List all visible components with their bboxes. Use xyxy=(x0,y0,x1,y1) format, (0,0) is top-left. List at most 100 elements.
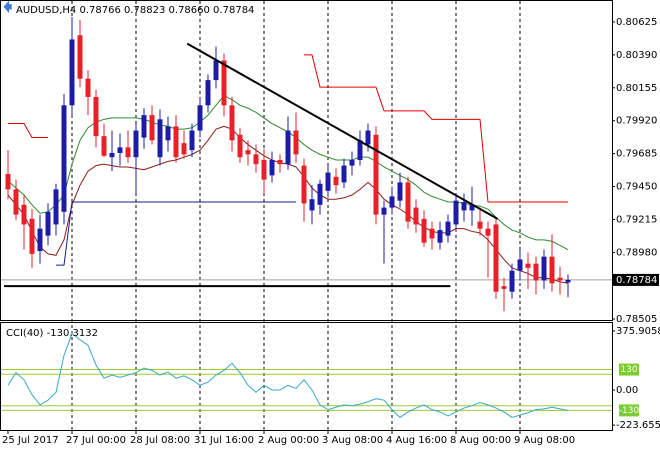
price-label-box xyxy=(613,273,659,286)
level-label: 130 xyxy=(620,365,637,375)
candle-body xyxy=(133,130,139,158)
candle-body xyxy=(301,165,307,204)
level-label-box xyxy=(619,404,639,417)
chart-title: AUDUSD,H4 0.78766 0.78823 0.78660 0.7878… xyxy=(16,5,254,16)
y-tick-label: 0.80390 xyxy=(616,50,657,61)
candle-body xyxy=(181,143,187,155)
price-label: 0.78784 xyxy=(616,275,657,286)
candle-body xyxy=(85,78,91,97)
y-tick-label: 0.80155 xyxy=(616,83,657,94)
y-tick-label: 375.9058 xyxy=(616,326,660,337)
candle-body xyxy=(357,140,363,160)
candle-body xyxy=(525,263,531,268)
candle-body xyxy=(517,259,523,271)
candle-body xyxy=(213,60,219,81)
symbol-icon xyxy=(3,0,12,14)
x-tick-label: 25 Jul 2017 xyxy=(2,435,59,446)
cci-line xyxy=(7,332,569,419)
candle-body xyxy=(261,159,267,180)
candle-body xyxy=(101,136,107,156)
candle-body xyxy=(13,189,19,215)
candle-body xyxy=(381,207,387,215)
candle-body xyxy=(205,80,211,106)
candle-body xyxy=(437,230,443,243)
y-tick-label: 0.79920 xyxy=(616,116,657,127)
x-tick-label: 28 Jul 08:00 xyxy=(130,435,190,446)
candle-body xyxy=(469,204,475,211)
y-tick-label: 0.79215 xyxy=(616,215,657,226)
candle-body xyxy=(221,60,227,106)
candle-body xyxy=(269,159,275,176)
candle-body xyxy=(229,105,235,141)
indicator-title: CCI(40) -130.3132 xyxy=(6,328,98,339)
candle-body xyxy=(349,159,355,166)
y-tick-label: 0.79685 xyxy=(616,149,657,160)
candle-body xyxy=(421,218,427,243)
candle-body xyxy=(117,147,123,153)
candle-body xyxy=(93,96,99,137)
level-label-box xyxy=(619,363,639,376)
candle-body xyxy=(485,228,491,236)
candle-body xyxy=(397,182,403,201)
candle-body xyxy=(197,105,203,131)
candle-body xyxy=(445,221,451,236)
candle-body xyxy=(189,130,195,151)
y-tick-label: 0.79450 xyxy=(616,182,657,193)
candle-body xyxy=(253,154,259,165)
candle-body xyxy=(37,228,43,252)
candle-body xyxy=(549,256,555,284)
candle-body xyxy=(141,115,147,138)
candle-body xyxy=(277,159,283,165)
y-tick-label: 0.00 xyxy=(616,385,638,396)
candle-body xyxy=(293,130,299,155)
candle-body xyxy=(5,173,11,190)
x-tick-label: 8 Aug 00:00 xyxy=(450,435,511,446)
x-tick-label: 4 Aug 16:00 xyxy=(386,435,447,446)
candle-body xyxy=(53,189,59,225)
x-tick-label: 9 Aug 08:00 xyxy=(514,435,575,446)
y-tick-label: 0.78980 xyxy=(616,247,657,258)
candle-body xyxy=(45,211,51,236)
x-tick-label: 2 Aug 00:00 xyxy=(258,435,319,446)
candle-body xyxy=(125,147,131,158)
candle-body xyxy=(341,165,347,183)
candle-body xyxy=(29,218,35,254)
candle-body xyxy=(493,224,499,292)
candle-body xyxy=(541,256,547,281)
candle-body xyxy=(149,115,155,141)
candle-body xyxy=(365,130,371,145)
x-tick-label: 27 Jul 00:00 xyxy=(66,435,126,446)
candle-body xyxy=(557,277,563,281)
candle-body xyxy=(61,105,67,212)
candle-body xyxy=(477,221,483,229)
indicator-line xyxy=(8,54,568,203)
candle-body xyxy=(429,228,435,239)
candle-body xyxy=(21,204,27,225)
x-tick-label: 31 Jul 16:00 xyxy=(194,435,254,446)
candle-body xyxy=(501,286,507,289)
candle-body xyxy=(413,207,419,225)
x-tick-label: 3 Aug 08:00 xyxy=(322,435,383,446)
indicator-line xyxy=(56,201,296,266)
candle-body xyxy=(325,172,331,191)
candle-body xyxy=(285,130,291,165)
candle-body xyxy=(453,200,459,225)
y-tick-label: -223.6552 xyxy=(616,420,660,431)
candle-body xyxy=(373,134,379,215)
candle-body xyxy=(173,126,179,158)
candle-body xyxy=(533,263,539,281)
candle-body xyxy=(317,183,323,205)
candle-body xyxy=(237,134,243,158)
candle-body xyxy=(509,270,515,292)
price-panel-frame xyxy=(0,0,613,321)
candle-body xyxy=(77,35,83,79)
candle-body xyxy=(165,126,171,141)
candle-body xyxy=(245,150,251,155)
level-label: -130 xyxy=(619,406,640,416)
cci-panel-frame xyxy=(0,322,613,431)
candle-body xyxy=(333,176,339,186)
y-tick-label: 0.78505 xyxy=(616,314,657,325)
